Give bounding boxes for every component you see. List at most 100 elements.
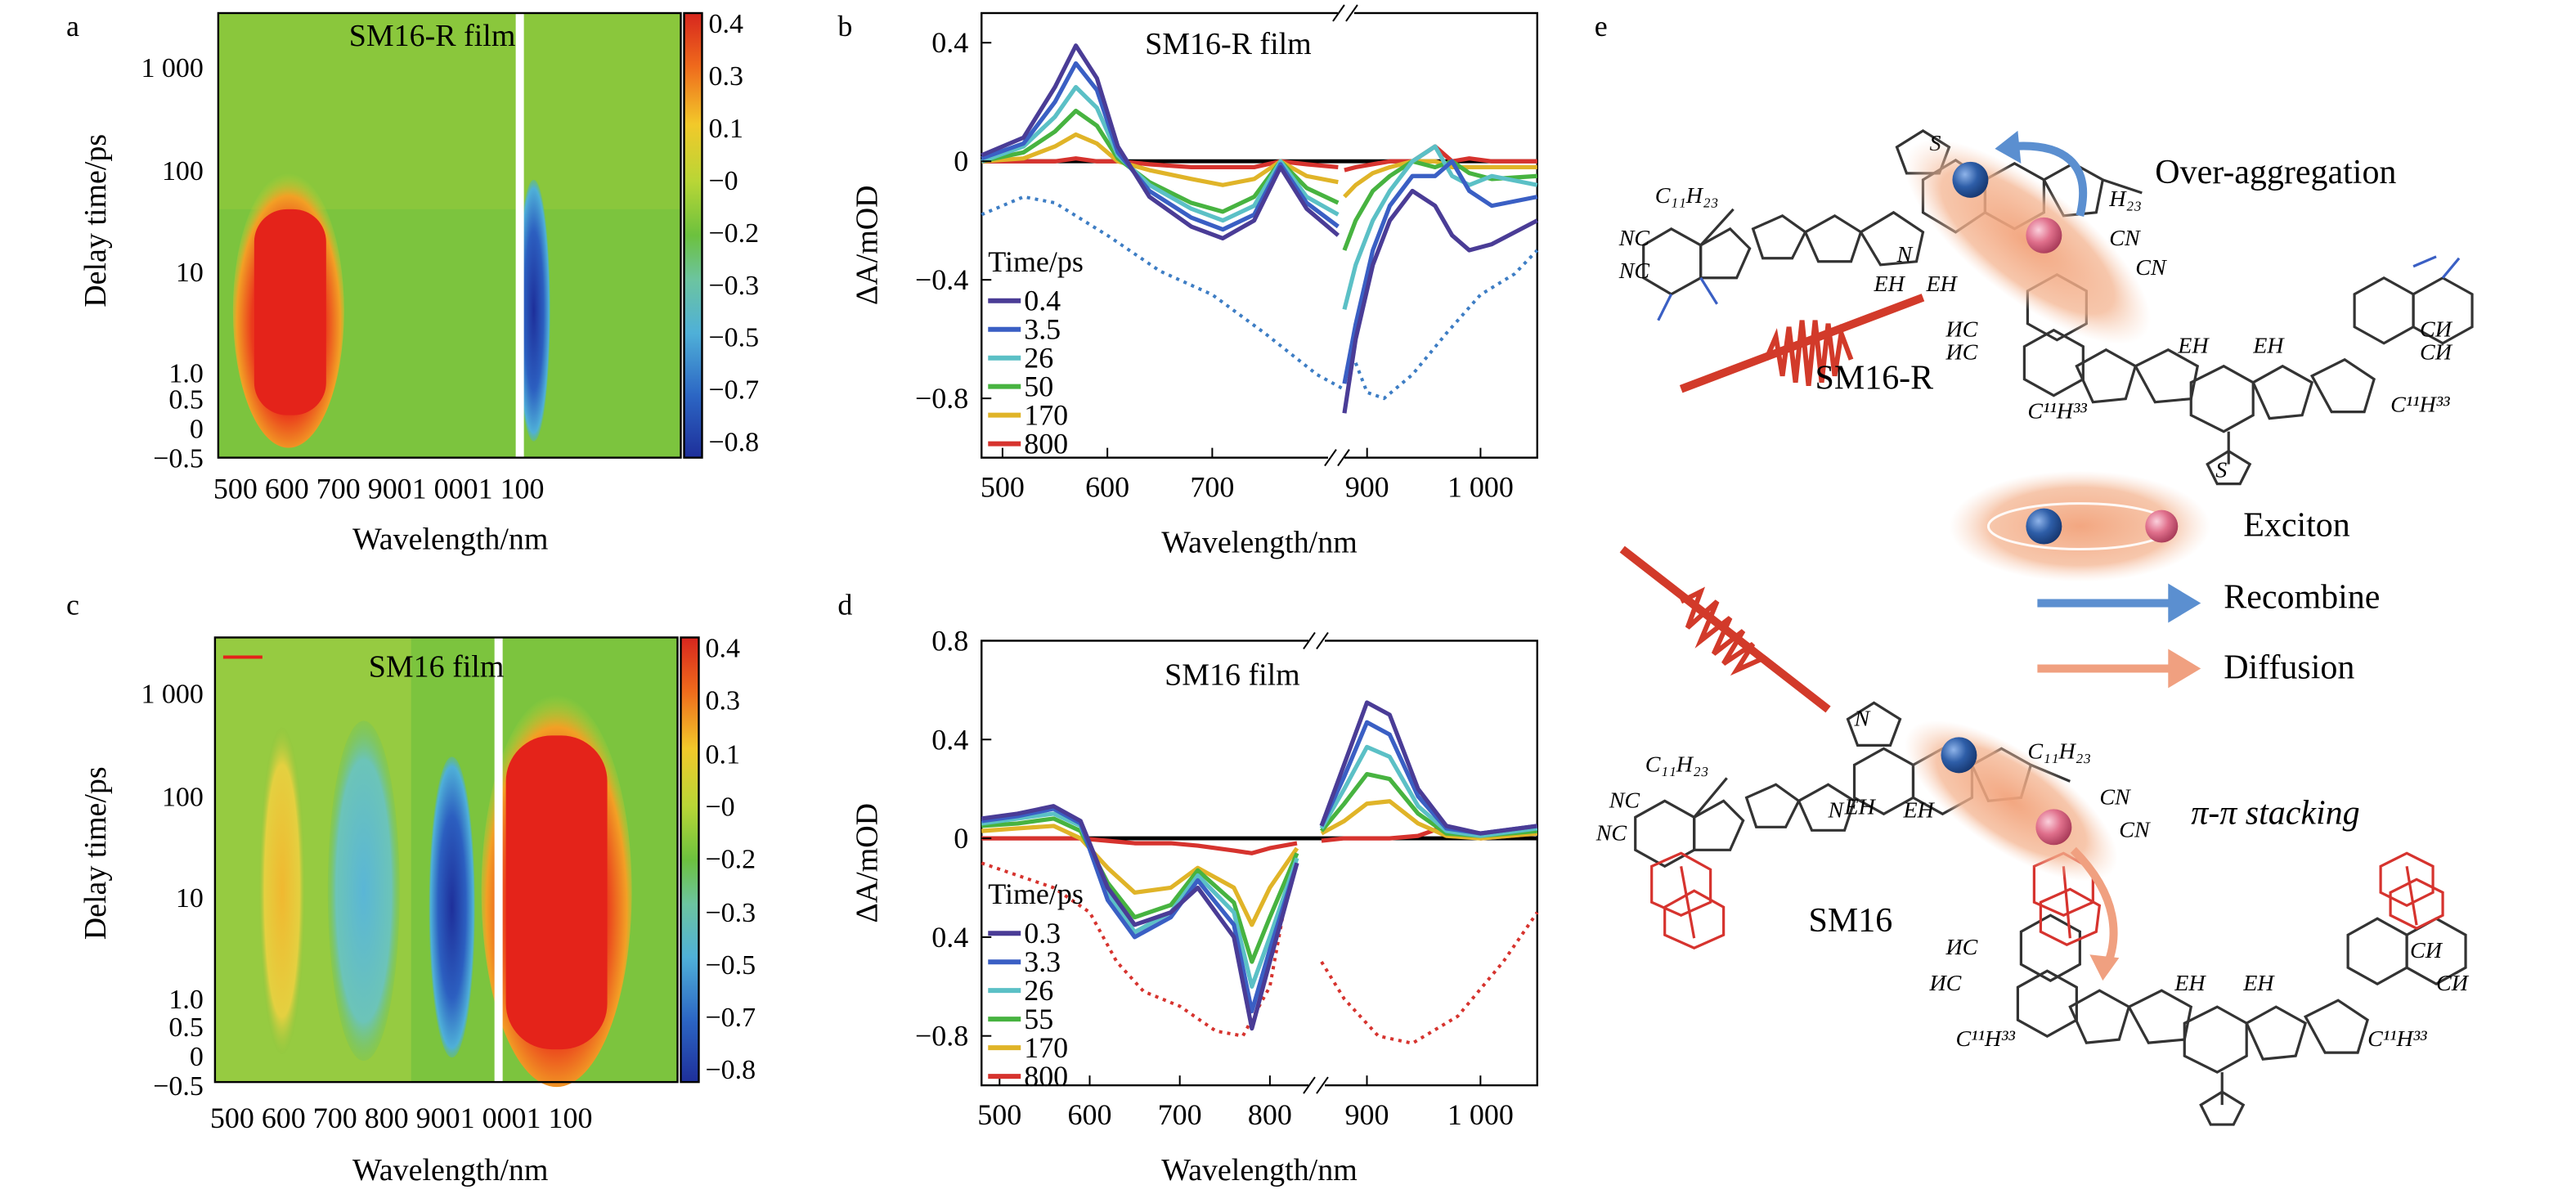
heatmap-c-x-tick-labels: 500 600 700 800 9001 0001 100 xyxy=(210,1102,593,1134)
series-line-26 xyxy=(1342,144,1538,310)
heatmap-a-break-line xyxy=(515,12,524,458)
label-recombine: Recombine xyxy=(2224,578,2380,616)
svg-text:EH: EH xyxy=(2174,971,2206,996)
exciton-glow xyxy=(1949,470,2211,582)
y-tick-label: 0 xyxy=(190,1042,204,1072)
colorbar-a-tick-label: −0.7 xyxy=(708,375,759,406)
dotted-series-line xyxy=(981,195,1345,392)
y-tick-label: 0.8 xyxy=(931,624,968,657)
colorbar-c xyxy=(680,637,699,1083)
legend-label: 0.3 xyxy=(1024,917,1061,949)
exciton-hole xyxy=(2145,509,2179,543)
svg-text:C¹¹H³³: C¹¹H³³ xyxy=(2390,393,2450,418)
svg-text:EH: EH xyxy=(1844,794,1877,819)
chart-b-axis-break xyxy=(1324,2,1358,468)
x-tick-label: 1 000 xyxy=(1447,471,1514,504)
recombine-arrowhead-upper xyxy=(1995,130,2022,164)
chart-d-xlabel: Wavelength/nm xyxy=(1161,1153,1357,1187)
colorbar-a-frame xyxy=(683,11,703,459)
heatmap-c-xlabel: Wavelength/nm xyxy=(352,1153,548,1187)
y-tick-label: 0 xyxy=(954,145,968,177)
heatmap-c-cyan-band xyxy=(327,720,400,1062)
chart-b-y-ticks: 0.4 0 −0.4 −0.8 xyxy=(915,26,992,415)
svg-text:S: S xyxy=(2215,458,2227,483)
hole-upper xyxy=(2026,217,2062,254)
svg-text:CИ: CИ xyxy=(2420,317,2453,343)
y-tick-label: 1.0 xyxy=(168,985,203,1015)
chart-b-frame xyxy=(981,11,1538,459)
y-tick-label: 1 000 xyxy=(141,679,203,709)
heatmap-c-ylabel: Delay time/ps xyxy=(79,766,113,940)
y-tick-label: 0.4 xyxy=(931,723,968,756)
svg-text:H₂₃: H₂₃ xyxy=(2108,186,2142,212)
y-tick-label: 100 xyxy=(162,156,204,186)
y-tick-label: 0.5 xyxy=(168,1012,203,1043)
y-tick-label: −0.8 xyxy=(915,382,968,415)
label-pi-stacking: π-π stacking xyxy=(2191,794,2359,832)
series-line-0.4 xyxy=(981,43,1340,241)
series-line-50 xyxy=(1342,159,1537,251)
series-line-170 xyxy=(1343,159,1537,199)
legend-label: 50 xyxy=(1024,370,1053,403)
series-line-0.3 xyxy=(1319,700,1538,836)
svg-text:CN: CN xyxy=(2119,817,2151,842)
colorbar-c-tick-label: 0.1 xyxy=(705,739,739,770)
label-sm16: SM16 xyxy=(1809,902,1893,940)
heatmap-c-y-tick-labels: 1 000 100 10 1.0 0.5 0 −0.5 xyxy=(141,679,203,1102)
series-line-26 xyxy=(981,811,1299,989)
x-tick-label: 500 xyxy=(977,1098,1021,1131)
label-exciton: Exciton xyxy=(2243,507,2350,545)
light-pulse-upper-wave xyxy=(1763,320,1854,386)
series-line-26 xyxy=(981,84,1340,223)
heatmap-c-blue-band xyxy=(429,756,475,1058)
series-line-55 xyxy=(981,816,1299,964)
chart-d-frame xyxy=(981,640,1538,1087)
svg-text:ИC: ИC xyxy=(1945,340,1977,366)
y-tick-label: 0.5 xyxy=(168,385,203,415)
panel-letter-e: e xyxy=(1595,10,1608,43)
colorbar-c-frame xyxy=(680,636,700,1084)
svg-text:C¹¹H³³: C¹¹H³³ xyxy=(2367,1026,2427,1052)
legend-title: Time/ps xyxy=(988,245,1084,278)
chart-d-axis-break xyxy=(1303,631,1329,1096)
electron-upper xyxy=(1952,161,1989,198)
series-line-3.3 xyxy=(981,806,1299,1014)
chart-d-title: SM16 film xyxy=(1165,658,1300,692)
light-pulse-lower-wave xyxy=(1680,586,1767,676)
sm16r-end-group-marks xyxy=(1657,255,2461,321)
svg-text:EH: EH xyxy=(1925,272,1958,297)
svg-text:N: N xyxy=(1828,797,1845,823)
svg-text:C₁₁H₂₃: C₁₁H₂₃ xyxy=(1645,752,1709,777)
y-tick-label: −0.5 xyxy=(153,1071,204,1102)
svg-text:EH: EH xyxy=(2242,971,2275,996)
series-line-3.5 xyxy=(1342,159,1538,384)
diffusion-arrow-lower xyxy=(2070,846,2118,970)
colorbar-a-tick-label: 0.1 xyxy=(708,114,743,144)
hole-lower xyxy=(2035,809,2072,846)
chart-b-ylabel: ΔA/mOD xyxy=(850,185,884,305)
svg-text:CИ: CИ xyxy=(2436,971,2470,996)
x-tick-label: 1 000 xyxy=(1447,1098,1514,1131)
y-tick-label: 0 xyxy=(190,415,204,445)
electron-lower xyxy=(1941,737,1977,774)
sm16-atom-labels: C₁₁H₂₃ NC NC N N EH EH C₁₁H₂₃ CN CN ИC И… xyxy=(1595,706,2470,1052)
heatmap-a-ylabel: Delay time/ps xyxy=(79,134,113,307)
heatmap-a-x-tick-labels: 500 600 700 9001 0001 100 xyxy=(213,473,545,505)
svg-text:NC: NC xyxy=(1618,226,1650,251)
x-tick-label: 800 xyxy=(1248,1098,1292,1131)
panel-b-line-chart: 0.4 0 −0.4 −0.8 500 600 700 900 1 000 SM16-R fi… xyxy=(850,2,1539,560)
svg-text:ИC: ИC xyxy=(1928,971,1961,996)
chart-b-xlabel: Wavelength/nm xyxy=(1161,526,1357,560)
colorbar-c-tick-label: −0.5 xyxy=(705,950,756,981)
dotted-series-line xyxy=(1320,911,1539,1045)
colorbar-a-tick-label: −0 xyxy=(708,166,738,196)
heatmap-c-red-band xyxy=(505,735,608,1050)
svg-text:CИ: CИ xyxy=(2420,340,2453,366)
series-line-800 xyxy=(981,836,1298,855)
heatmap-a-positive-core xyxy=(254,209,326,415)
dotted-series-line xyxy=(1353,249,1539,401)
heatmap-a-negative-band xyxy=(517,179,550,442)
panel-a-heatmap: SM16-R film 0.4 0.3 0.1 −0 −0.2 −0.3 −0.… xyxy=(79,9,759,557)
chart-d-ylabel: ΔA/mOD xyxy=(850,803,884,923)
